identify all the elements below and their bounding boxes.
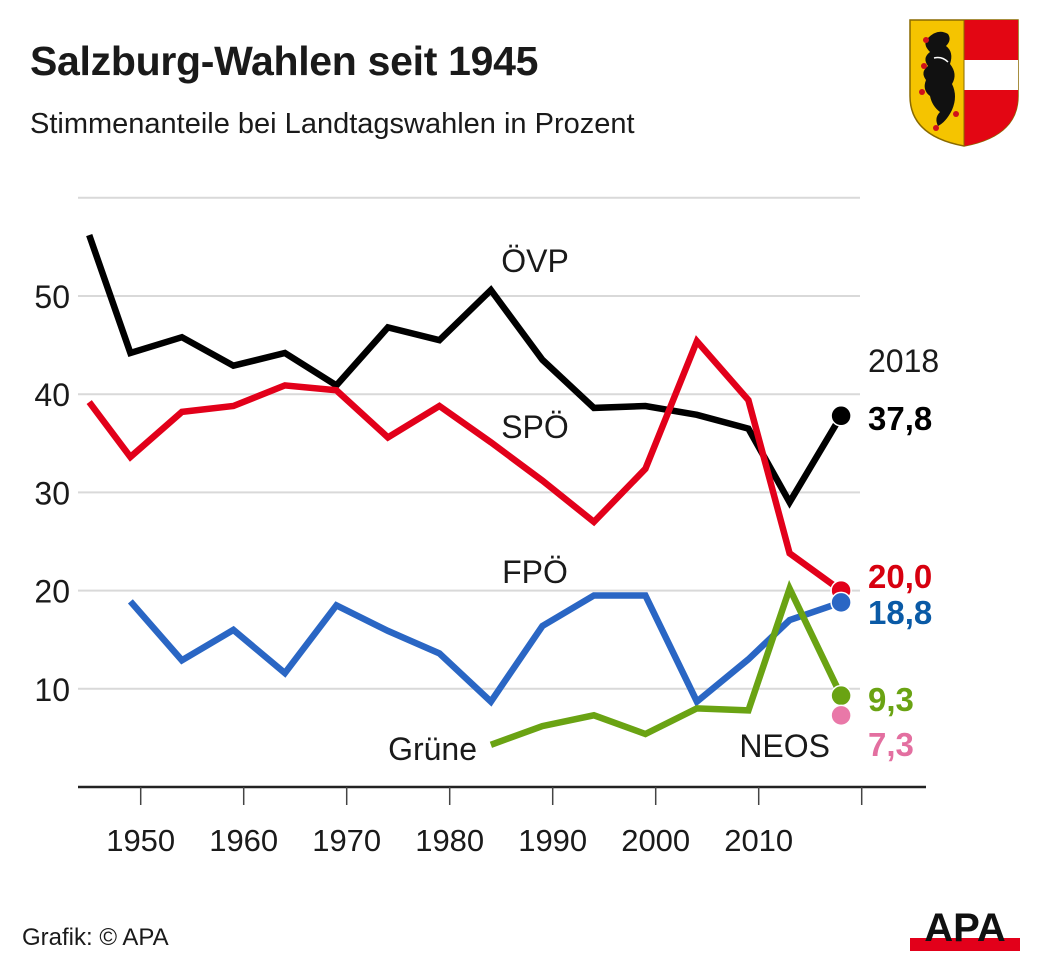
y-tick-label: 40 <box>34 377 70 413</box>
series-name-neos: NEOS <box>739 728 830 764</box>
end-point-oevp <box>830 405 852 427</box>
series-name-spoe: SPÖ <box>501 409 569 445</box>
end-point-fpoe <box>830 591 852 614</box>
end-year-label: 2018 <box>868 343 939 379</box>
end-value-spoe: 20,0 <box>868 558 932 595</box>
end-point-neos <box>830 704 852 727</box>
x-tick-label: 1950 <box>106 823 175 858</box>
y-tick-label: 50 <box>34 279 70 315</box>
apa-logo-text: APA <box>924 906 1005 950</box>
series-name-gruene: Grüne <box>388 731 477 767</box>
x-tick-label: 2010 <box>724 823 793 858</box>
end-value-fpoe: 18,8 <box>868 594 932 631</box>
y-tick-label: 10 <box>34 672 70 708</box>
chart-subtitle: Stimmenanteile bei Landtagswahlen in Pro… <box>30 108 635 140</box>
series-line-fpoe <box>127 592 843 707</box>
apa-logo: APA <box>910 906 1020 951</box>
chart-title: Salzburg-Wahlen seit 1945 <box>30 38 539 84</box>
series-name-oevp: ÖVP <box>501 243 569 279</box>
x-tick-label: 1990 <box>518 823 587 858</box>
x-tick-label: 2000 <box>621 823 690 858</box>
end-value-oevp: 37,8 <box>868 400 932 437</box>
source-credit: Grafik: © APA <box>22 924 169 951</box>
series-line-oevp <box>86 234 844 509</box>
series-line-spoe <box>86 335 844 594</box>
x-tick-label: 1970 <box>312 823 381 858</box>
salzburg-coat-of-arms-icon <box>909 19 1019 147</box>
x-tick-label: 1980 <box>415 823 484 858</box>
series-name-fpoe: FPÖ <box>502 554 568 590</box>
series-line-gruene <box>489 580 845 748</box>
end-value-gruene: 9,3 <box>868 681 914 718</box>
y-tick-label: 20 <box>34 574 70 610</box>
end-point-gruene <box>830 684 852 707</box>
x-tick-label: 1960 <box>209 823 278 858</box>
end-value-neos: 7,3 <box>868 726 914 763</box>
y-tick-label: 30 <box>34 475 70 511</box>
